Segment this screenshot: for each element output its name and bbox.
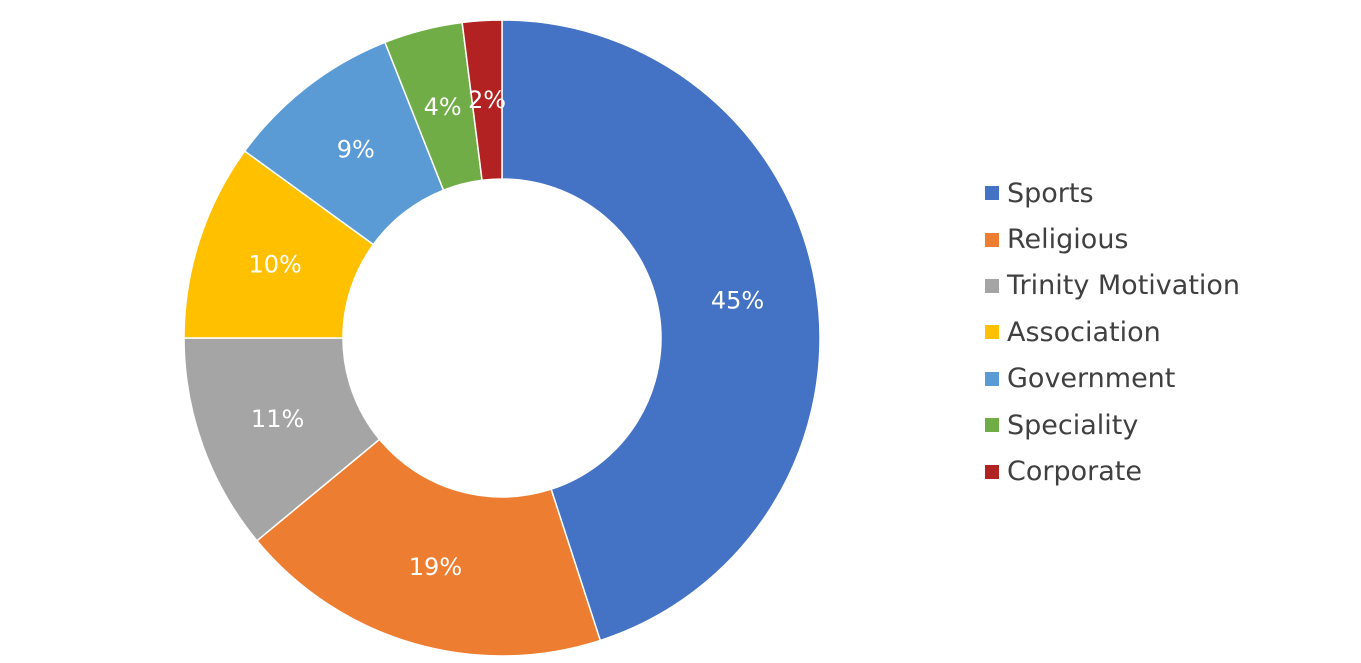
legend-item-speciality: Speciality: [985, 402, 1240, 448]
slice-religious: [255, 438, 602, 657]
legend-swatch: [985, 464, 999, 479]
legend-swatch: [985, 232, 999, 247]
data-label-trinity-motivation: 11%: [251, 405, 304, 433]
legend-item-corporate: Corporate: [985, 448, 1240, 494]
data-label-corporate: 2%: [468, 86, 506, 114]
data-label-speciality: 4%: [424, 93, 462, 121]
legend-item-trinity-motivation: Trinity Motivation: [985, 263, 1240, 309]
legend-label: Sports: [1007, 177, 1094, 209]
legend-swatch: [985, 325, 999, 340]
legend-swatch: [985, 371, 999, 386]
legend-swatch: [985, 418, 999, 433]
labels-group: 45% 19% 11% 10% 9% 4% 2%: [249, 86, 765, 581]
legend-label: Government: [1007, 363, 1176, 395]
slice-sports: [501, 19, 821, 642]
legend-swatch: [985, 186, 999, 201]
legend-item-religious: Religious: [985, 216, 1240, 262]
data-label-religious: 19%: [409, 553, 462, 581]
slices-group: [183, 19, 821, 657]
data-label-association: 10%: [249, 250, 302, 278]
data-label-sports: 45%: [711, 287, 764, 315]
slice-corporate: [461, 19, 503, 182]
legend-label: Association: [1007, 316, 1161, 348]
legend-label: Trinity Motivation: [1007, 270, 1241, 302]
legend-label: Speciality: [1007, 409, 1139, 441]
legend-label: Corporate: [1007, 456, 1142, 488]
legend-item-government: Government: [985, 356, 1240, 402]
legend: Sports Religious Trinity Motivation Associa…: [985, 170, 1240, 495]
legend-label: Religious: [1007, 224, 1129, 256]
legend-swatch: [985, 278, 999, 293]
legend-item-sports: Sports: [985, 170, 1240, 216]
data-label-government: 9%: [337, 136, 375, 164]
legend-item-association: Association: [985, 309, 1240, 355]
